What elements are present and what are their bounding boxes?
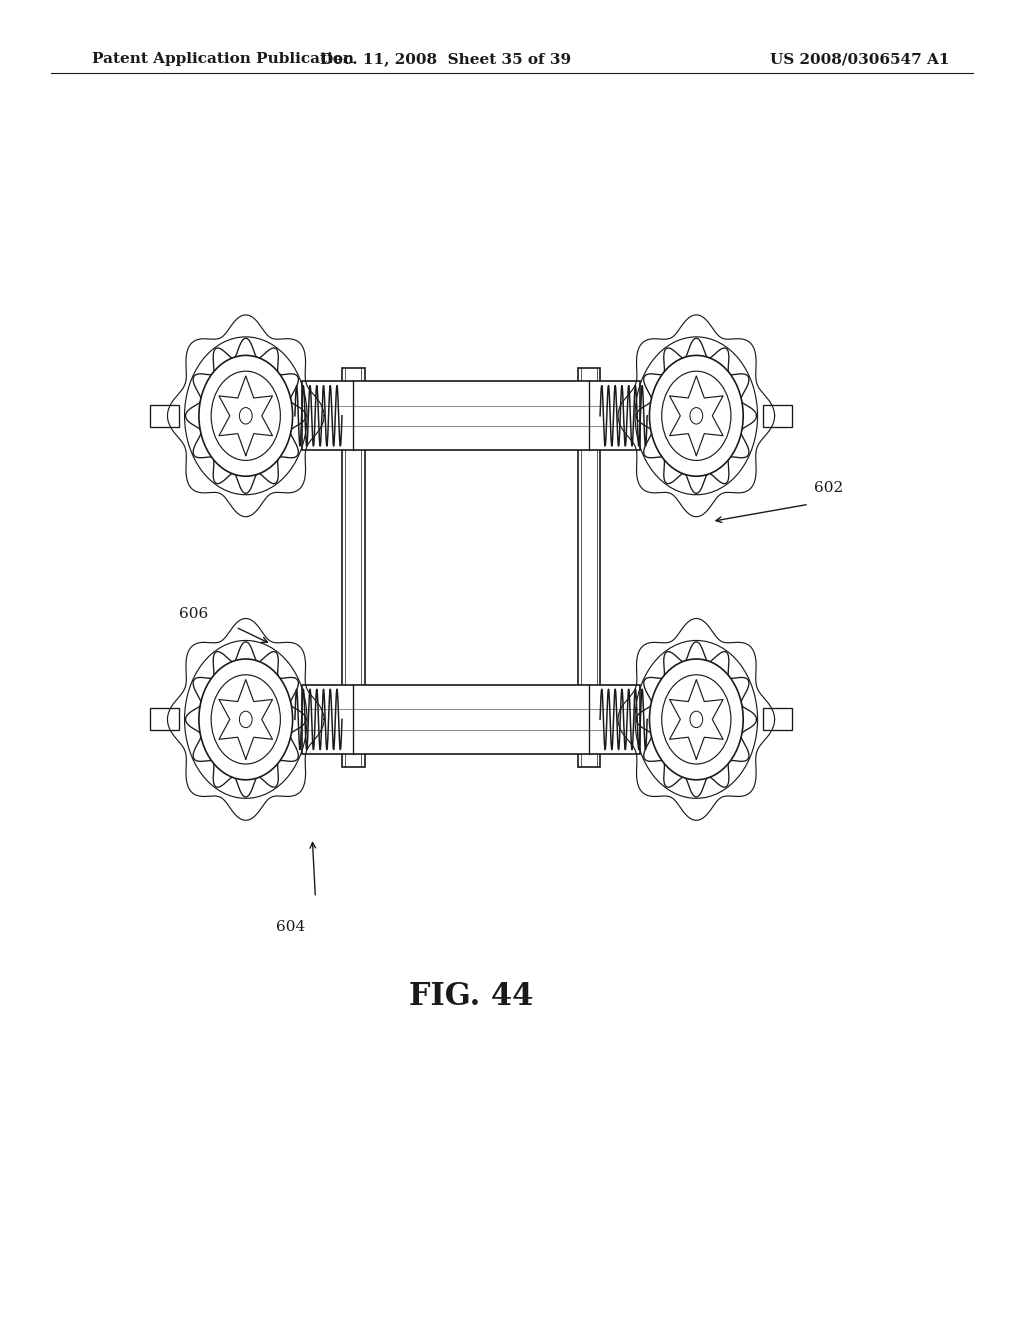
Bar: [302, 381, 640, 450]
Circle shape: [199, 355, 293, 477]
Text: 602: 602: [814, 482, 844, 495]
Polygon shape: [168, 315, 324, 516]
Bar: [342, 368, 365, 767]
Text: US 2008/0306547 A1: US 2008/0306547 A1: [770, 53, 950, 66]
Text: FIG. 44: FIG. 44: [409, 981, 534, 1012]
Bar: [763, 405, 793, 426]
Circle shape: [649, 355, 743, 477]
Polygon shape: [618, 619, 774, 820]
Circle shape: [649, 659, 743, 780]
Bar: [763, 709, 793, 730]
Bar: [302, 685, 640, 754]
Text: 604: 604: [276, 920, 306, 933]
Bar: [312, 709, 342, 730]
Text: Patent Application Publication: Patent Application Publication: [92, 53, 354, 66]
Text: Dec. 11, 2008  Sheet 35 of 39: Dec. 11, 2008 Sheet 35 of 39: [319, 53, 571, 66]
Bar: [150, 405, 179, 426]
Circle shape: [240, 408, 252, 424]
Polygon shape: [219, 680, 272, 759]
Bar: [600, 405, 630, 426]
Circle shape: [199, 659, 293, 780]
Polygon shape: [219, 376, 272, 455]
Circle shape: [690, 408, 702, 424]
Bar: [312, 405, 342, 426]
Bar: [150, 709, 179, 730]
Text: 606: 606: [179, 607, 209, 620]
Polygon shape: [670, 376, 723, 455]
Bar: [578, 368, 600, 767]
Polygon shape: [618, 315, 774, 516]
Polygon shape: [670, 680, 723, 759]
Circle shape: [240, 711, 252, 727]
Circle shape: [690, 711, 702, 727]
Polygon shape: [168, 619, 324, 820]
Bar: [600, 709, 630, 730]
